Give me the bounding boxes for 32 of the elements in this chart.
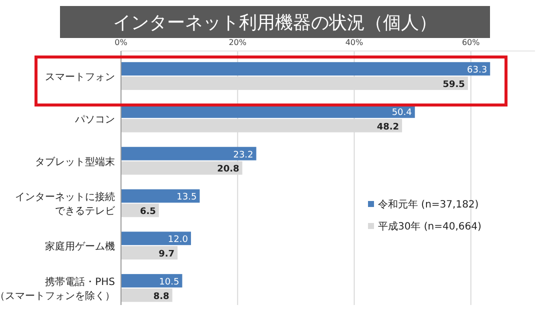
data-label: 59.5	[442, 80, 465, 90]
data-label: 63.3	[467, 65, 488, 76]
data-label: 9.7	[158, 249, 175, 260]
y-tick-label: タブレット型端末	[35, 156, 115, 168]
data-label: 20.8	[217, 164, 240, 175]
data-label: 48.2	[376, 122, 400, 132]
x-tick-label: 40%	[345, 38, 364, 47]
y-tick-label: 家庭用ゲーム機	[45, 240, 115, 253]
bar	[121, 246, 178, 260]
y-tick-label: インターネットに接続できるテレビ	[15, 191, 116, 218]
bar	[121, 232, 191, 246]
x-tick-label: 0%	[114, 38, 128, 47]
bar	[121, 189, 200, 203]
y-tick-label: スマートフォン	[45, 72, 115, 84]
data-label: 23.2	[233, 150, 254, 160]
x-tick-label: 20%	[228, 38, 247, 47]
x-tick-label: 60%	[462, 38, 480, 47]
chart-title: インターネット利用機器の状況（個人）	[113, 12, 437, 34]
legend-label: 令和元年 (n=37,182)	[378, 198, 479, 210]
bar	[121, 62, 490, 76]
data-label: 10.5	[159, 277, 180, 288]
bar	[121, 274, 182, 288]
y-tick-label: パソコン	[74, 114, 115, 126]
data-label: 6.5	[140, 207, 156, 218]
data-label: 50.4	[392, 108, 412, 118]
bar	[121, 146, 256, 160]
data-label: 13.5	[176, 192, 197, 203]
y-tick-label: 携帯電話・PHS（スマートフォンを除く）	[0, 276, 115, 302]
bar	[121, 288, 172, 302]
data-label: 8.8	[153, 292, 170, 302]
data-label: 12.0	[168, 235, 188, 246]
legend-label: 平成30年 (n=40,664)	[378, 220, 482, 232]
